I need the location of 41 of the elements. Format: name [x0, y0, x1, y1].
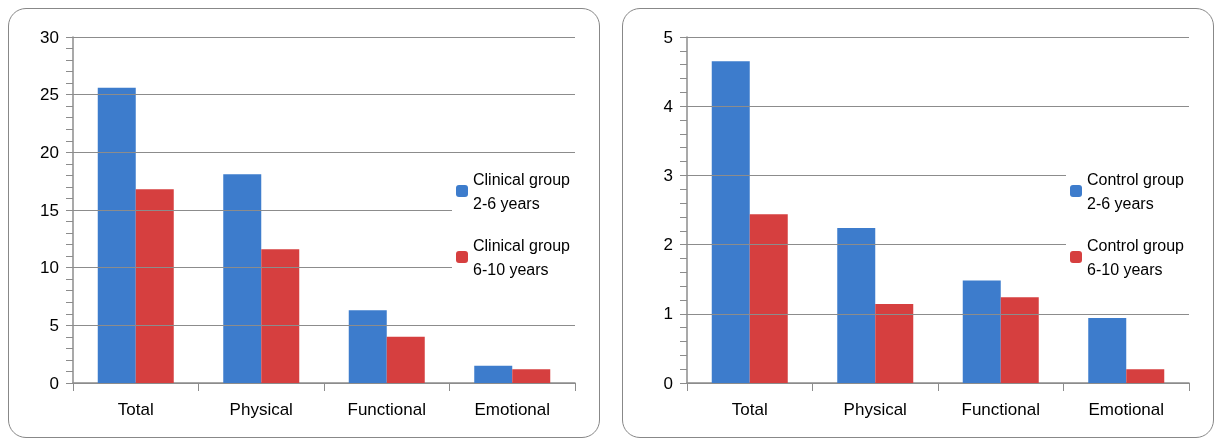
bar [1126, 369, 1165, 383]
x-tick-label: Physical [229, 400, 293, 419]
y-tick-label: 2 [663, 235, 673, 255]
bar [749, 214, 788, 383]
bar [837, 227, 876, 383]
x-tick-label: Emotional [474, 400, 551, 419]
y-tick-label: 30 [40, 27, 59, 47]
legend-label: Control group 6-10 years [1087, 236, 1189, 278]
legend-label: Clinical group 2-6 years [473, 170, 575, 212]
y-tick-label: 1 [663, 304, 673, 324]
bar [1000, 297, 1039, 383]
bar [474, 365, 513, 383]
x-tick-label: Emotional [1088, 400, 1165, 419]
y-tick-label: 0 [49, 373, 59, 393]
legend-label: Clinical group 6-10 years [473, 236, 575, 278]
bar [962, 280, 1001, 383]
y-tick-label: 15 [40, 200, 59, 220]
legend-label: Control group 2-6 years [1087, 170, 1189, 212]
bar [97, 87, 136, 383]
x-tick-label: Functional [347, 400, 426, 419]
x-tick-label: Physical [843, 400, 907, 419]
x-tick-label: Total [731, 400, 768, 419]
y-tick-label: 4 [663, 96, 673, 116]
bar [1088, 317, 1127, 383]
y-tick-label: 25 [40, 85, 59, 105]
x-tick-label: Functional [961, 400, 1040, 419]
y-tick-label: 20 [40, 142, 59, 162]
bar [512, 369, 551, 383]
bar [711, 61, 750, 383]
y-tick-label: 5 [663, 27, 673, 47]
y-tick-label: 5 [49, 315, 59, 335]
bar [223, 174, 262, 383]
bar [386, 336, 425, 383]
bar [875, 304, 914, 383]
x-tick-label: Total [117, 400, 154, 419]
y-tick-label: 3 [663, 165, 673, 185]
bar [348, 310, 387, 383]
y-tick-label: 10 [40, 258, 59, 278]
y-tick-label: 0 [663, 373, 673, 393]
bar [261, 249, 300, 383]
bar [135, 189, 174, 383]
